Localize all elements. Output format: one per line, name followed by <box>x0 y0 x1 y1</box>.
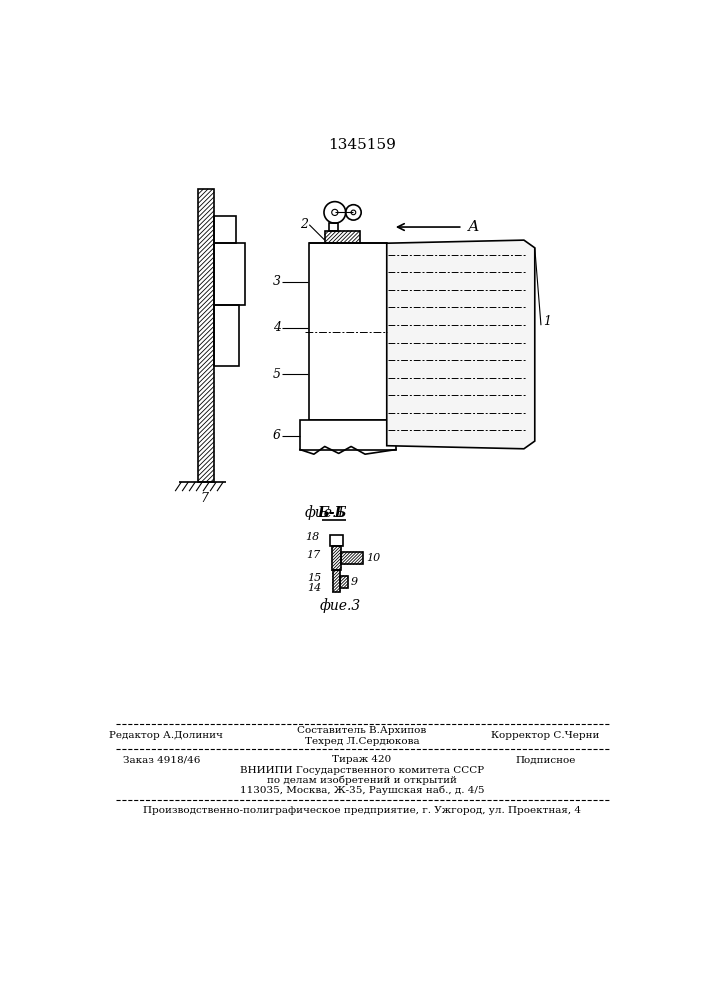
Bar <box>325 231 360 243</box>
Bar <box>214 216 235 243</box>
Bar <box>340 576 348 588</box>
Text: Корректор С.Черни: Корректор С.Черни <box>491 731 600 740</box>
Text: Редактор А.Долинич: Редактор А.Долинич <box>109 731 223 740</box>
Text: А: А <box>468 220 479 234</box>
Text: 5: 5 <box>273 368 281 381</box>
Text: Подписное: Подписное <box>515 755 575 764</box>
Text: Заказ 4918/46: Заказ 4918/46 <box>123 755 201 764</box>
Text: 7: 7 <box>201 492 209 505</box>
Text: 15: 15 <box>308 573 322 583</box>
Bar <box>214 243 245 305</box>
Text: 6: 6 <box>273 429 281 442</box>
Text: 4: 4 <box>273 321 281 334</box>
Bar <box>341 552 363 564</box>
Bar <box>309 243 387 420</box>
Text: Б-Б: Б-Б <box>317 506 347 520</box>
Bar <box>332 546 341 570</box>
Text: 18: 18 <box>305 532 320 542</box>
Text: Производственно-полиграфическое предприятие, г. Ужгород, ул. Проектная, 4: Производственно-полиграфическое предприя… <box>143 806 581 815</box>
Text: 10: 10 <box>367 553 381 563</box>
Text: 3: 3 <box>273 275 281 288</box>
Polygon shape <box>387 240 534 449</box>
Text: по делам изобретений и открытий: по делам изобретений и открытий <box>267 776 457 785</box>
Text: Составитель В.Архипов: Составитель В.Архипов <box>298 726 426 735</box>
Bar <box>332 570 340 592</box>
Text: 1: 1 <box>543 315 551 328</box>
Bar <box>300 420 396 450</box>
Bar <box>214 305 239 366</box>
Text: 1345159: 1345159 <box>328 138 396 152</box>
Text: фие.1: фие.1 <box>304 505 346 520</box>
Text: 113035, Москва, Ж-35, Раушская наб., д. 4/5: 113035, Москва, Ж-35, Раушская наб., д. … <box>240 786 484 795</box>
Bar <box>199 189 214 482</box>
Text: 9: 9 <box>351 577 358 587</box>
Text: 2: 2 <box>300 218 308 231</box>
Bar <box>329 223 338 231</box>
Text: 14: 14 <box>308 583 322 593</box>
Text: ВНИИПИ Государственного комитета СССР: ВНИИПИ Государственного комитета СССР <box>240 766 484 775</box>
Text: фиe.3: фиe.3 <box>320 598 361 613</box>
Text: 17: 17 <box>307 550 321 560</box>
Bar <box>330 535 343 546</box>
Text: Техред Л.Сердюкова: Техред Л.Сердюкова <box>305 737 419 746</box>
Text: Тираж 420: Тираж 420 <box>332 755 392 764</box>
